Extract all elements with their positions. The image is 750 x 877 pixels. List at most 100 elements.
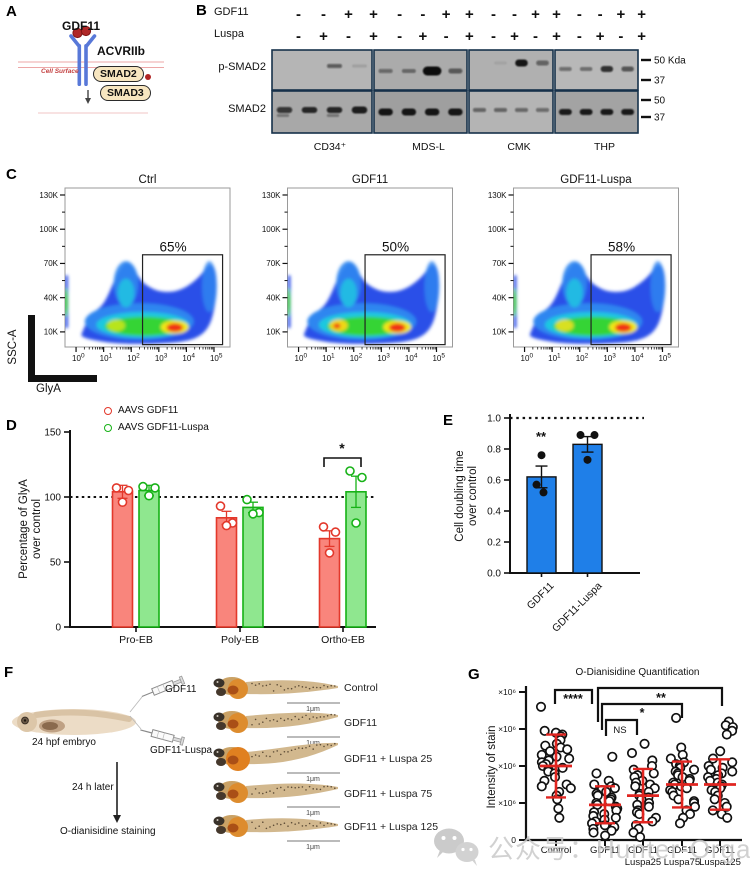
fish-speckle	[301, 716, 304, 718]
fish-speckle	[308, 822, 311, 825]
panel-b-blots: ---++-++CD34⁺---++-++MDS-L---++-++CMK---…	[271, 6, 686, 153]
scatter-point	[600, 830, 611, 841]
syringe-barrel	[150, 729, 175, 743]
fish-speckle	[269, 755, 271, 758]
x-group-label: Luspa75	[664, 857, 700, 868]
luspa-sign: +	[510, 28, 519, 45]
fish-speckle	[272, 824, 275, 827]
data-point	[539, 488, 548, 497]
blot-panel-psmad2	[468, 49, 554, 91]
fish-speckle	[316, 717, 318, 719]
syringe-needle	[140, 729, 153, 734]
fish-speckle	[280, 823, 282, 826]
y-tick-label: ×10⁶	[498, 798, 516, 808]
flow-x-axis-label: GlyA	[36, 383, 61, 395]
gate-percentage: 50%	[382, 240, 409, 255]
x-tick-label: 104	[631, 353, 644, 364]
protein-band	[579, 67, 593, 71]
fish-eye-highlight	[216, 715, 219, 717]
fish-speckle	[258, 683, 261, 685]
scatter-point	[564, 753, 575, 764]
fish-speckle	[258, 792, 261, 794]
data-point	[345, 466, 355, 476]
blot-bands	[276, 59, 635, 117]
fish-speckle	[305, 686, 307, 689]
y-tick-label: 100	[44, 493, 61, 504]
fish-speckle	[330, 786, 333, 788]
gdf11-sign: +	[369, 6, 378, 23]
watermark: 公众号：Hunter-Organs	[432, 826, 750, 868]
luspa-sign: -	[444, 28, 449, 45]
protein-band	[276, 107, 293, 113]
syringe-icon	[141, 675, 186, 698]
blob-red	[388, 323, 406, 332]
fish-speckle	[319, 822, 322, 824]
bar-GDF11-Luspa	[572, 443, 603, 574]
fish-speckle	[308, 718, 311, 720]
x-tick-label: 102	[127, 353, 140, 364]
fish-eye	[216, 688, 226, 696]
cell-surface-label: Cell Surface	[41, 68, 79, 75]
fish-speckle	[308, 745, 311, 747]
fish-speckle	[283, 822, 286, 825]
fish-speckle	[254, 827, 257, 830]
y-tick-label: 40K	[492, 293, 507, 302]
data-point	[357, 472, 367, 483]
fish-speckle	[326, 714, 329, 717]
protein-band	[401, 108, 417, 116]
panel-e-y-axis-label: Cell doubling time over control	[454, 450, 479, 542]
protein-band	[621, 66, 634, 72]
bar-AAVS-GDF11-Luspa	[345, 490, 367, 628]
fish-speckle	[265, 755, 268, 757]
syringe-icon	[140, 729, 185, 746]
cell-line-label: CMK	[507, 141, 530, 153]
bar-GDF11	[526, 476, 557, 574]
y-tick-label: 70K	[266, 259, 281, 268]
fish-speckle	[283, 719, 286, 722]
scatter-point	[727, 757, 738, 768]
panel-g-label: G	[468, 666, 480, 683]
embryo-trunk	[33, 709, 132, 722]
luspa-sign: +	[596, 28, 605, 45]
panel-b-label: B	[196, 2, 207, 19]
y-tick-label: 130K	[488, 191, 507, 200]
fish-speckle	[323, 785, 325, 788]
protein-band	[352, 64, 367, 68]
fish-speckle	[298, 786, 300, 789]
y-tick-label: 0	[55, 623, 61, 634]
significance-star: *	[339, 440, 345, 456]
fish-speckle	[262, 751, 264, 754]
fish-speckle	[334, 823, 336, 826]
fish-speckle	[301, 786, 304, 788]
fish-speckle	[265, 827, 268, 830]
x-tick-label: 100	[295, 353, 308, 364]
fish-speckle	[312, 686, 315, 689]
luspa-sign: -	[577, 28, 582, 45]
gdf11-sign: -	[577, 6, 582, 23]
luspa-sign: +	[552, 28, 561, 45]
scatter-point	[535, 701, 547, 712]
fish-speckle	[294, 823, 297, 825]
fish-speckle	[326, 785, 329, 788]
data-point	[248, 509, 258, 519]
fish-speckle	[323, 745, 325, 748]
fish-speckle	[265, 791, 268, 794]
x-tick-label: 105	[210, 353, 223, 364]
significance-label: **	[656, 691, 666, 705]
blob-red	[166, 323, 183, 332]
fish-eye	[213, 748, 225, 758]
luspa-sign: +	[418, 28, 427, 45]
receptor-arm	[84, 34, 97, 48]
blob-yellow-left	[555, 319, 574, 332]
data-point	[242, 494, 252, 505]
fish-speckle	[276, 787, 279, 790]
x-tick-label: 103	[603, 353, 616, 364]
fish-speckle	[254, 718, 257, 721]
luspa-sign: +	[369, 28, 378, 45]
fish-speckle	[254, 684, 257, 686]
x-group-label: GDF11	[667, 845, 697, 856]
y-tick-label: 0.2	[487, 538, 501, 549]
scatter-point	[610, 812, 621, 823]
data-point	[117, 497, 128, 508]
protein-band	[494, 61, 507, 65]
